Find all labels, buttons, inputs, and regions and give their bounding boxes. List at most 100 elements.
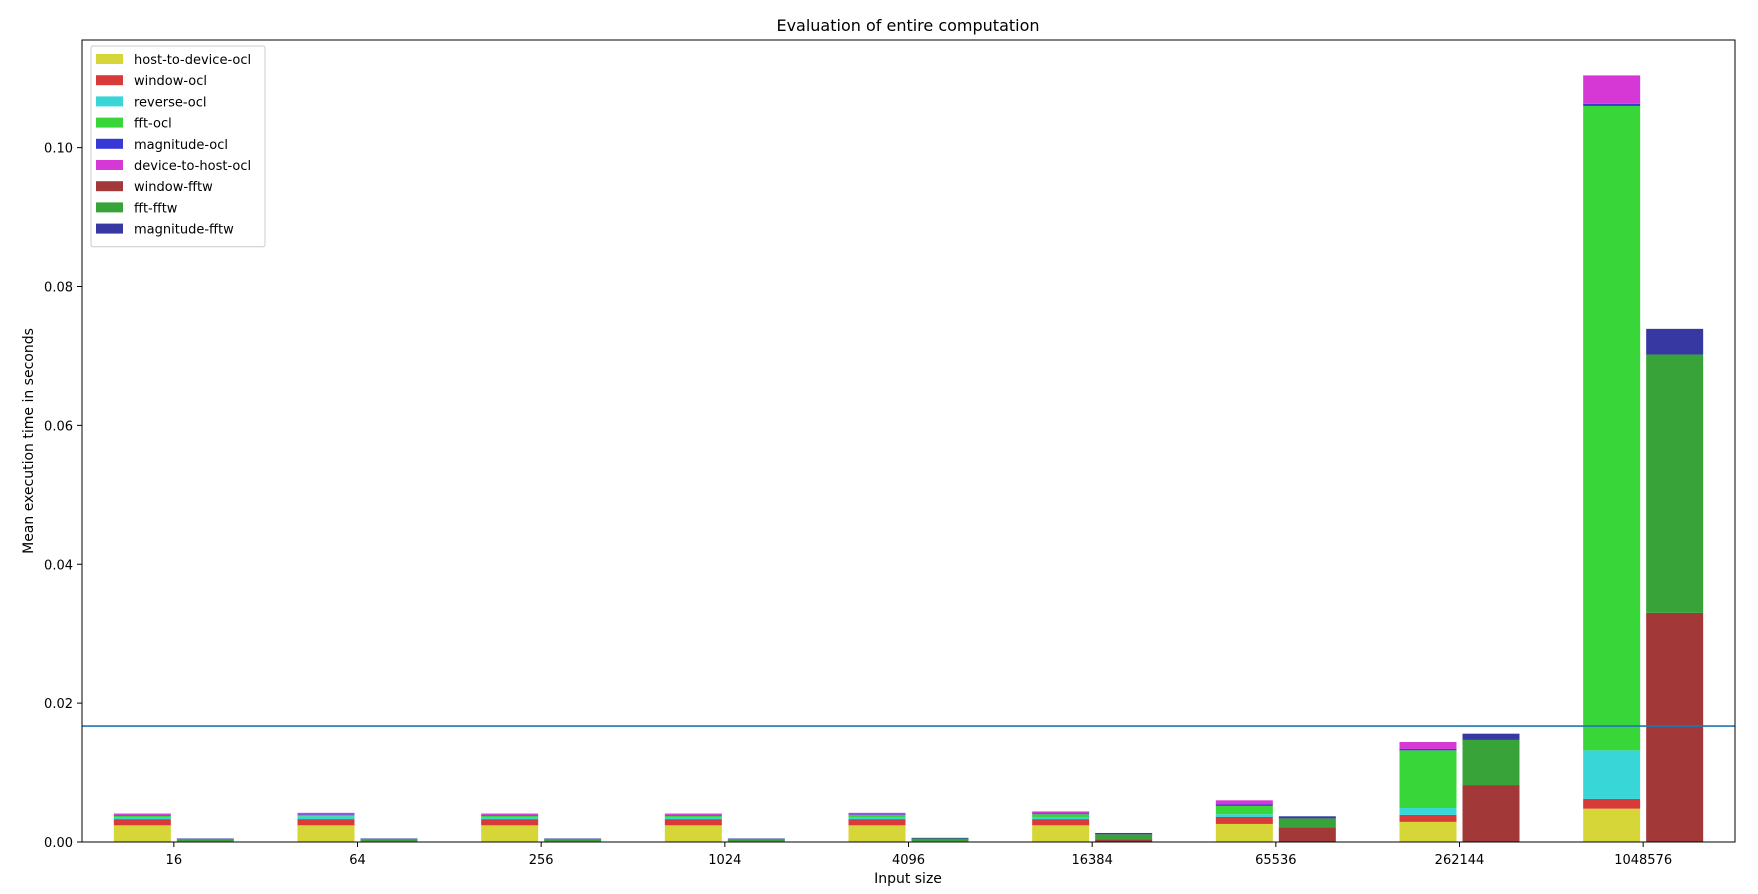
y-tick-label: 0.08 [44, 281, 73, 296]
bar-reverse-ocl-65536 [1215, 814, 1273, 818]
bar-magnitude-ocl-16 [113, 814, 171, 816]
x-tick-label: 65536 [1255, 853, 1296, 868]
bar-reverse-ocl-4096 [848, 817, 906, 820]
x-tick-label: 1024 [708, 853, 741, 868]
legend-label-fft-ocl: fft-ocl [134, 117, 172, 132]
bar-host-to-device-ocl-65536 [1215, 823, 1273, 842]
bar-fft-fftw-4096 [911, 838, 969, 842]
x-tick-label: 64 [349, 853, 366, 868]
y-tick-label: 0.04 [44, 558, 73, 573]
bar-fft-fftw-1024 [727, 839, 785, 842]
legend-swatch-magnitude-ocl [96, 138, 123, 149]
y-axis-label: Mean execution time in seconds [21, 328, 37, 554]
bar-fft-fftw-1048576 [1646, 354, 1704, 613]
bar-device-to-host-ocl-256 [481, 813, 539, 815]
bar-magnitude-fftw-1024 [727, 838, 785, 840]
y-tick-label: 0.02 [44, 697, 73, 712]
bar-device-to-host-ocl-262144 [1399, 742, 1457, 749]
bar-reverse-ocl-16384 [1032, 817, 1090, 820]
bar-fft-ocl-1024 [664, 815, 722, 818]
bar-reverse-ocl-1024 [664, 817, 722, 820]
y-tick-label: 0.10 [44, 142, 73, 157]
x-tick-label: 256 [529, 853, 554, 868]
bar-window-ocl-16 [113, 819, 171, 826]
legend-label-window-fftw: window-fftw [134, 180, 213, 195]
legend-label-reverse-ocl: reverse-ocl [134, 95, 207, 110]
bar-reverse-ocl-64 [297, 816, 355, 820]
legend-swatch-window-ocl [96, 75, 123, 86]
bar-fft-ocl-256 [481, 815, 539, 818]
bar-fft-ocl-64 [297, 814, 355, 817]
bar-host-to-device-ocl-1024 [664, 825, 722, 842]
chart-title: Evaluation of entire computation [776, 16, 1039, 35]
bar-device-to-host-ocl-65536 [1215, 800, 1273, 805]
legend-swatch-reverse-ocl [96, 96, 123, 107]
bar-fft-fftw-256 [544, 839, 602, 842]
legend-swatch-window-fftw [96, 181, 123, 192]
legend-label-device-to-host-ocl: device-to-host-ocl [134, 159, 251, 174]
bar-device-to-host-ocl-16384 [1032, 811, 1090, 814]
bar-host-to-device-ocl-16 [113, 825, 171, 842]
legend-swatch-host-to-device-ocl [96, 54, 123, 64]
bar-magnitude-fftw-1048576 [1646, 328, 1704, 355]
y-tick-label: 0.06 [44, 419, 73, 434]
legend-swatch-magnitude-fftw [96, 223, 123, 234]
legend-label-host-to-device-ocl: host-to-device-ocl [134, 53, 251, 68]
bar-magnitude-fftw-256 [544, 838, 602, 840]
legend-swatch-device-to-host-ocl [96, 160, 123, 170]
bar-fft-fftw-64 [360, 839, 418, 842]
bar-host-to-device-ocl-64 [297, 825, 355, 842]
legend-label-window-ocl: window-ocl [134, 74, 207, 89]
x-tick-label: 16 [166, 853, 183, 868]
bar-window-ocl-16384 [1032, 819, 1090, 826]
bar-fft-ocl-16 [113, 815, 171, 818]
bar-window-ocl-262144 [1399, 814, 1457, 822]
bar-reverse-ocl-1048576 [1583, 750, 1641, 799]
bar-window-fftw-16384 [1095, 839, 1153, 842]
x-tick-label: 262144 [1435, 853, 1485, 868]
legend-box [90, 45, 266, 248]
bar-fft-ocl-16384 [1032, 814, 1090, 818]
bar-magnitude-fftw-4096 [911, 837, 969, 839]
bar-fft-ocl-65536 [1215, 805, 1273, 815]
bar-reverse-ocl-256 [481, 817, 539, 820]
bar-window-ocl-1048576 [1583, 798, 1641, 809]
bar-window-fftw-65536 [1278, 827, 1336, 842]
bar-magnitude-ocl-65536 [1215, 804, 1273, 806]
legend-label-magnitude-ocl: magnitude-ocl [134, 138, 228, 153]
bar-reverse-ocl-16 [113, 817, 171, 820]
legend-label-fft-fftw: fft-fftw [134, 201, 178, 216]
bar-host-to-device-ocl-262144 [1399, 821, 1457, 842]
bar-magnitude-fftw-64 [360, 838, 418, 840]
bar-fft-ocl-262144 [1399, 750, 1457, 808]
bar-fft-fftw-16 [176, 839, 234, 842]
bar-window-ocl-64 [297, 819, 355, 826]
legend-label-magnitude-fftw: magnitude-fftw [134, 223, 234, 238]
bar-fft-fftw-65536 [1278, 818, 1336, 828]
x-tick-label: 1048576 [1614, 853, 1672, 868]
bar-magnitude-fftw-65536 [1278, 816, 1336, 819]
bars [113, 75, 1704, 842]
bar-window-ocl-65536 [1215, 817, 1273, 824]
y-axis: 0.00 0.02 0.04 0.06 0.08 0.10 [44, 142, 82, 851]
bar-window-fftw-262144 [1462, 785, 1520, 842]
bar-device-to-host-ocl-64 [297, 812, 355, 815]
bar-window-ocl-1024 [664, 819, 722, 826]
x-tick-label: 4096 [892, 853, 925, 868]
bar-fft-fftw-16384 [1095, 834, 1153, 840]
bar-reverse-ocl-262144 [1399, 807, 1457, 815]
bar-device-to-host-ocl-1024 [664, 813, 722, 815]
bar-fft-fftw-262144 [1462, 739, 1520, 786]
bar-magnitude-ocl-1024 [664, 814, 722, 816]
bar-magnitude-fftw-16 [176, 838, 234, 840]
bar-host-to-device-ocl-4096 [848, 825, 906, 842]
legend-swatch-fft-fftw [96, 202, 123, 213]
bar-magnitude-ocl-256 [481, 814, 539, 816]
bar-magnitude-ocl-16384 [1032, 813, 1090, 815]
legend: host-to-device-ocl window-ocl reverse-ocl f… [90, 45, 266, 248]
bar-magnitude-fftw-16384 [1095, 832, 1153, 835]
bar-host-to-device-ocl-256 [481, 825, 539, 842]
bar-host-to-device-ocl-1048576 [1583, 808, 1641, 842]
bar-host-to-device-ocl-16384 [1032, 825, 1090, 842]
